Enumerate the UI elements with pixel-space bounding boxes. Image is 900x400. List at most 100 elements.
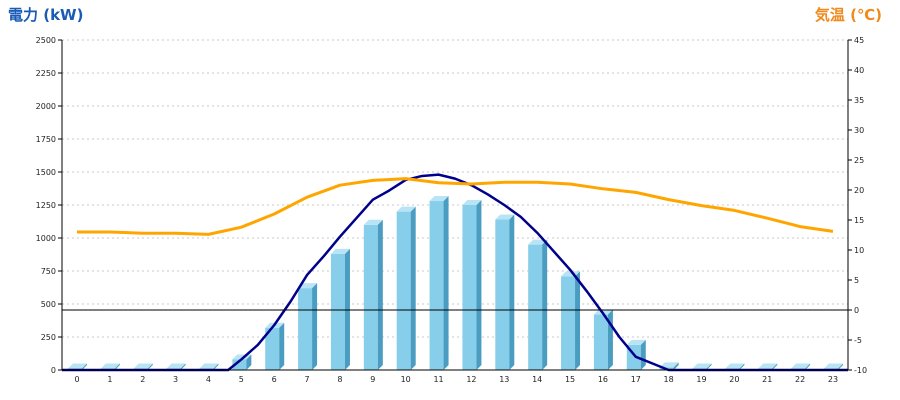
bar-top <box>68 363 87 369</box>
bar-side <box>739 363 745 370</box>
bar-top <box>133 363 153 369</box>
bar-side <box>180 363 186 370</box>
tick-labels: 02505007501000125015001750200022502500-1… <box>36 36 867 384</box>
bar-front <box>462 205 477 370</box>
power-line <box>62 173 848 372</box>
x-tick-label: 20 <box>729 375 739 384</box>
bar-front <box>528 244 543 370</box>
right-tick-label: 10 <box>854 246 864 255</box>
bar-side <box>82 363 87 370</box>
right-axis-title: 気温 (℃) <box>814 6 882 24</box>
bar <box>429 196 449 370</box>
bar-side <box>640 339 646 370</box>
axes-group <box>58 39 852 371</box>
bar-side <box>312 283 318 370</box>
left-tick-label: 2000 <box>36 102 56 111</box>
bar <box>528 239 548 370</box>
bar-top <box>429 196 449 202</box>
left-tick-label: 1500 <box>36 168 56 177</box>
bar-side <box>706 363 712 370</box>
left-tick-label: 500 <box>41 300 56 309</box>
right-tick-label: -10 <box>854 366 867 375</box>
bar-top <box>692 363 712 369</box>
bar-side <box>246 354 252 370</box>
x-tick-label: 15 <box>565 375 575 384</box>
bars-group <box>68 196 843 370</box>
x-tick-label: 22 <box>795 375 805 384</box>
right-tick-label: 45 <box>854 36 864 45</box>
bar-side <box>542 239 548 370</box>
left-tick-label: 1000 <box>36 234 56 243</box>
x-tick-label: 0 <box>74 375 79 384</box>
x-tick-label: 9 <box>370 375 375 384</box>
left-tick-label: 2500 <box>36 36 56 45</box>
bar-front <box>396 211 411 370</box>
left-tick-label: 1250 <box>36 201 56 210</box>
left-tick-label: 1750 <box>36 135 56 144</box>
right-tick-label: 15 <box>854 216 864 225</box>
bar-front <box>429 201 444 370</box>
bar-side <box>443 196 449 370</box>
bar-side <box>344 248 350 370</box>
bar-side <box>114 363 120 370</box>
bar-top <box>298 283 318 289</box>
x-tick-label: 1 <box>107 375 112 384</box>
x-tick-label: 23 <box>828 375 838 384</box>
right-tick-label: 35 <box>854 96 864 105</box>
x-tick-label: 10 <box>401 375 411 384</box>
lines-group <box>62 173 848 372</box>
right-tick-label: -5 <box>854 336 862 345</box>
bar <box>330 248 350 370</box>
bar <box>593 309 613 370</box>
bar-top <box>659 362 679 368</box>
left-tick-label: 0 <box>51 366 56 375</box>
bar-top <box>396 206 416 212</box>
right-tick-label: 0 <box>854 306 859 315</box>
bar-top <box>725 363 745 369</box>
bar <box>396 206 416 370</box>
right-tick-label: 40 <box>854 66 864 75</box>
left-tick-label: 250 <box>41 333 56 342</box>
bar-top <box>528 239 548 245</box>
x-tick-label: 7 <box>305 375 310 384</box>
left-tick-label: 2250 <box>36 69 56 78</box>
x-tick-label: 11 <box>433 375 443 384</box>
bar-front <box>593 314 608 370</box>
x-tick-label: 18 <box>664 375 674 384</box>
bar-side <box>838 363 843 370</box>
x-tick-label: 3 <box>173 375 178 384</box>
bar-top <box>462 200 482 205</box>
bar-front <box>330 253 345 370</box>
bar-top <box>199 363 219 369</box>
bar-side <box>575 271 581 370</box>
bar-side <box>772 363 778 370</box>
bar-side <box>279 322 285 370</box>
bar-side <box>213 363 219 370</box>
bar-top <box>330 248 350 254</box>
bar-front <box>495 219 510 370</box>
bar-top <box>495 214 515 220</box>
left-tick-label: 750 <box>41 267 56 276</box>
bar-top <box>791 363 811 369</box>
bar-front <box>298 288 313 370</box>
bar <box>363 219 383 370</box>
right-tick-label: 25 <box>854 156 864 165</box>
bar-side <box>673 362 679 370</box>
bar-side <box>509 214 515 370</box>
bar-top <box>166 363 186 369</box>
x-tick-label: 6 <box>272 375 277 384</box>
bar-top <box>363 219 383 225</box>
bar-front <box>561 276 576 370</box>
x-tick-label: 2 <box>140 375 145 384</box>
bar-front <box>265 327 280 370</box>
right-tick-label: 30 <box>854 126 864 135</box>
x-tick-label: 4 <box>206 375 211 384</box>
right-tick-label: 20 <box>854 186 864 195</box>
x-tick-label: 14 <box>532 375 542 384</box>
bar-top <box>758 363 778 369</box>
bar <box>265 322 285 370</box>
bar-top <box>626 339 646 345</box>
bar <box>232 354 252 370</box>
bar <box>561 271 581 370</box>
